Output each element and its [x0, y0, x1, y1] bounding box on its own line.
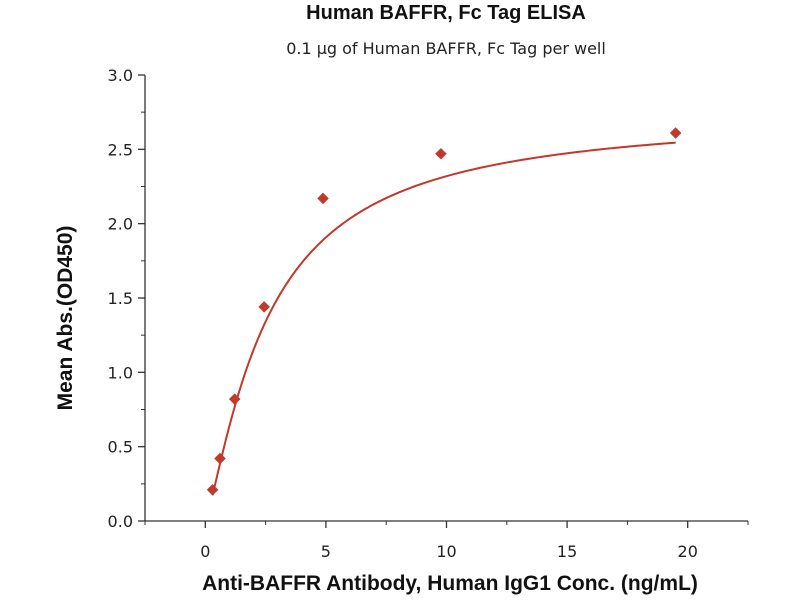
data-point — [669, 127, 682, 139]
data-point — [214, 452, 226, 465]
y-tick-label: 2.0 — [108, 215, 133, 234]
data-point — [206, 483, 219, 496]
x-tick-label: 0 — [200, 542, 210, 561]
x-tick-label: 20 — [678, 542, 698, 561]
x-tick-label: 5 — [321, 542, 331, 561]
chart-title: Human BAFFR, Fc Tag ELISA — [306, 2, 586, 24]
y-tick-label: 2.5 — [108, 140, 133, 159]
y-tick-label: 0.0 — [108, 512, 133, 531]
data-point — [435, 147, 447, 160]
y-ticks: 0.0 0.5 1.0 1.5 2.0 2.5 3.0 — [108, 66, 145, 531]
data-point — [317, 192, 329, 205]
fit-curve — [211, 141, 676, 496]
y-tick-label: 3.0 — [108, 66, 133, 85]
data-points — [206, 127, 682, 496]
y-tick-label: 0.5 — [108, 438, 133, 457]
x-tick-label: 10 — [436, 542, 456, 561]
data-point — [258, 301, 271, 313]
y-tick-label: 1.0 — [108, 363, 133, 382]
x-tick-label: 15 — [557, 542, 577, 561]
chart-subtitle: 0.1 μg of Human BAFFR, Fc Tag per well — [286, 39, 606, 58]
y-tick-label: 1.5 — [108, 289, 133, 308]
x-axis-label: Anti-BAFFR Antibody, Human IgG1 Conc. (n… — [202, 572, 698, 595]
x-ticks: 0 5 10 15 20 — [144, 521, 749, 561]
plot-area: 0.0 0.5 1.0 1.5 2.0 2.5 3.0 0 5 10 15 20 — [108, 66, 749, 561]
y-axis-label: Mean Abs.(OD450) — [54, 226, 77, 411]
data-point — [228, 393, 241, 405]
